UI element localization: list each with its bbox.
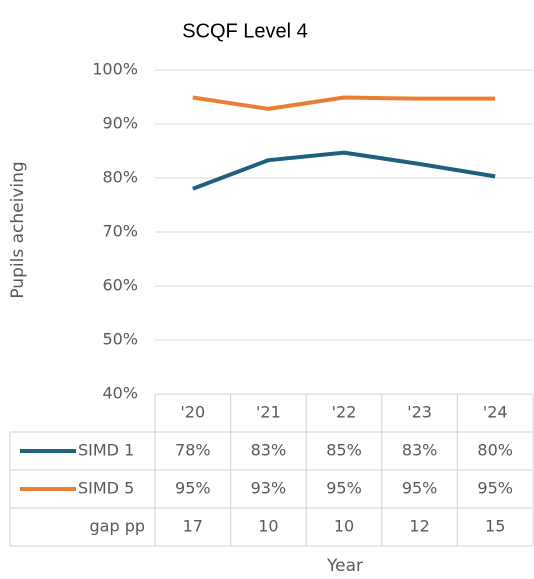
- legend-label: SIMD 5: [78, 479, 134, 498]
- y-tick-label: 40%: [102, 384, 138, 403]
- data-label: 95%: [402, 479, 438, 498]
- gap-value: 17: [183, 517, 203, 536]
- data-label: 95%: [175, 479, 211, 498]
- data-label: 83%: [251, 441, 287, 460]
- data-label: 80%: [477, 441, 513, 460]
- gap-value: 12: [409, 517, 429, 536]
- data-label: 83%: [402, 441, 438, 460]
- x-tick-label: '22: [332, 403, 357, 422]
- data-label: 95%: [326, 479, 362, 498]
- gap-value: 15: [485, 517, 505, 536]
- y-tick-label: 90%: [102, 114, 138, 133]
- series-line: [192, 95, 496, 111]
- y-tick-label: 100%: [92, 60, 138, 79]
- y-axis-label: Pupils acheiving: [8, 161, 28, 298]
- data-label: 93%: [251, 479, 287, 498]
- series-line: [192, 150, 496, 191]
- data-label: 78%: [175, 441, 211, 460]
- x-tick-label: '24: [483, 403, 508, 422]
- legend-label: SIMD 1: [78, 441, 134, 460]
- gap-value: 10: [334, 517, 354, 536]
- y-tick-label: 50%: [102, 330, 138, 349]
- data-label: 85%: [326, 441, 362, 460]
- y-tick-label: 60%: [102, 276, 138, 295]
- data-label: 95%: [477, 479, 513, 498]
- y-tick-label: 70%: [102, 222, 138, 241]
- y-tick-label: 80%: [102, 168, 138, 187]
- gap-label: gap pp: [89, 517, 145, 536]
- x-tick-label: '20: [180, 403, 205, 422]
- x-axis-label: Year: [326, 556, 363, 576]
- x-tick-label: '21: [256, 403, 281, 422]
- gap-value: 10: [258, 517, 278, 536]
- chart-title: SCQF Level 4: [182, 20, 308, 42]
- x-tick-label: '23: [407, 403, 432, 422]
